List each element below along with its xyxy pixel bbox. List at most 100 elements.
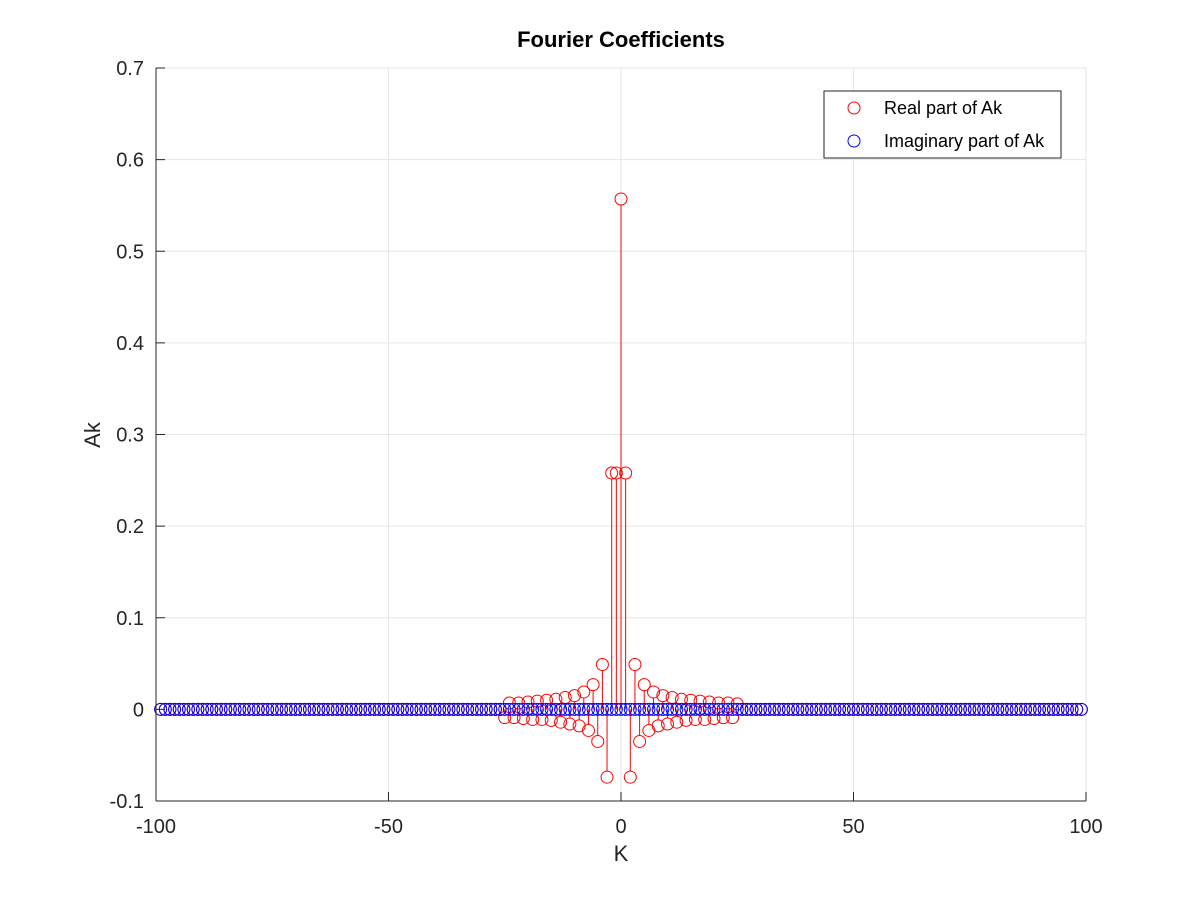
imag-marker — [568, 702, 581, 716]
imag-marker — [726, 702, 740, 716]
legend-label-imag: Imaginary part of Ak — [884, 131, 1045, 151]
imag-marker — [944, 702, 958, 716]
real-marker — [544, 713, 558, 727]
imag-marker — [902, 702, 916, 716]
imag-marker — [354, 702, 368, 716]
imag-marker — [214, 702, 228, 716]
imag-marker — [721, 702, 735, 716]
imag-marker — [261, 702, 275, 716]
real-marker — [670, 715, 684, 729]
imag-marker — [256, 702, 270, 716]
real-marker — [628, 657, 642, 671]
imag-marker — [1070, 702, 1084, 716]
imag-marker — [595, 702, 609, 716]
imag-marker — [972, 702, 986, 716]
imag-marker — [488, 702, 502, 716]
imag-marker — [674, 702, 688, 716]
imag-marker — [907, 702, 921, 716]
imag-marker — [535, 702, 549, 716]
imag-marker — [330, 702, 344, 716]
imag-marker — [516, 702, 530, 716]
imag-marker — [995, 702, 1009, 716]
imag-marker — [958, 702, 972, 716]
imag-marker — [382, 702, 395, 716]
imag-marker — [447, 702, 461, 716]
imag-marker — [363, 702, 377, 716]
real-marker — [600, 770, 614, 784]
imag-marker — [879, 702, 893, 716]
imag-marker — [772, 702, 786, 716]
imag-marker — [479, 702, 493, 716]
real-marker — [530, 694, 544, 708]
imag-marker — [940, 702, 953, 716]
imag-marker — [1037, 702, 1051, 716]
imag-marker — [800, 702, 814, 716]
real-marker — [595, 657, 609, 671]
imag-marker — [847, 702, 860, 716]
imag-marker — [302, 702, 316, 716]
imag-marker — [237, 702, 251, 716]
x-tick-label: -50 — [374, 816, 403, 838]
imag-marker — [935, 702, 949, 716]
imag-marker — [986, 702, 1000, 716]
imag-marker — [493, 702, 507, 716]
imag-marker — [1023, 702, 1037, 716]
imag-marker — [930, 702, 944, 716]
imag-marker — [307, 702, 321, 716]
imag-marker — [335, 702, 349, 716]
imag-marker — [758, 702, 772, 716]
imag-marker — [442, 702, 456, 716]
real-marker — [507, 711, 521, 725]
legend: Real part of Ak Imaginary part of Ak — [823, 90, 1062, 159]
real-marker — [656, 689, 670, 703]
real-marker — [498, 711, 512, 725]
imag-marker — [275, 702, 289, 716]
imag-marker — [926, 702, 940, 716]
imag-marker — [795, 702, 809, 716]
real-marker — [586, 678, 600, 692]
imag-marker — [814, 702, 828, 716]
imag-marker — [395, 702, 409, 716]
imag-marker — [1005, 702, 1019, 716]
imag-marker — [219, 702, 233, 716]
imag-marker — [819, 702, 833, 716]
imag-marker — [647, 702, 661, 716]
real-marker — [512, 696, 526, 710]
imag-marker — [712, 702, 726, 716]
legend-box — [823, 90, 1062, 159]
imag-marker — [554, 702, 568, 716]
imag-marker — [707, 702, 721, 716]
imag-marker — [949, 702, 963, 716]
y-tick-label: -0.1 — [110, 791, 144, 813]
imag-marker — [1014, 702, 1028, 716]
imag-marker — [777, 702, 791, 716]
x-tick-label: -100 — [136, 816, 176, 838]
x-tick-label: 100 — [1069, 816, 1102, 838]
real-marker — [661, 717, 674, 731]
imag-marker — [698, 702, 712, 716]
real-marker — [521, 695, 535, 709]
imag-marker — [186, 702, 200, 716]
imag-marker — [172, 702, 186, 716]
imag-marker — [182, 702, 196, 716]
real-marker — [577, 685, 591, 699]
imag-marker — [549, 702, 563, 716]
imag-marker — [242, 702, 256, 716]
imag-marker — [200, 702, 214, 716]
imag-marker — [312, 702, 326, 716]
imag-marker — [749, 702, 763, 716]
imag-marker — [470, 702, 484, 716]
imag-marker — [1042, 702, 1056, 716]
imag-marker — [823, 702, 837, 716]
imag-marker — [558, 702, 572, 716]
imag-marker — [609, 702, 623, 716]
imag-marker — [419, 702, 433, 716]
imag-marker — [577, 702, 591, 716]
y-tick-label: 0.6 — [116, 150, 144, 172]
imag-marker — [372, 702, 386, 716]
x-axis-label: K — [614, 841, 629, 866]
imag-marker — [633, 702, 647, 716]
real-marker — [619, 466, 633, 480]
imag-marker — [851, 702, 865, 716]
